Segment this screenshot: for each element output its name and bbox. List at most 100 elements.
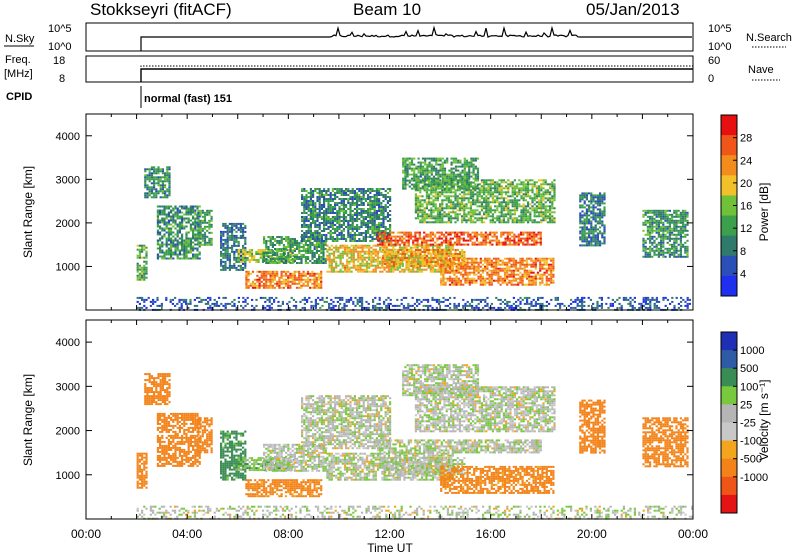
echo-cell [309, 198, 312, 200]
echo-cell [231, 236, 234, 239]
echo-cell [396, 239, 399, 242]
echo-cell [365, 270, 369, 273]
echo-cell [305, 190, 308, 192]
echo-cell [444, 283, 447, 286]
echo-cell [456, 201, 459, 204]
echo-cell [477, 275, 480, 278]
echo-cell [457, 271, 460, 274]
echo-cell [443, 207, 446, 210]
echo-cell [150, 178, 153, 181]
echo-cell [480, 235, 483, 238]
echo-cell [156, 213, 159, 216]
echo-cell [535, 239, 538, 242]
echo-cell [436, 193, 439, 196]
echo-cell [174, 253, 177, 256]
echo-cell [482, 243, 485, 246]
echo-cell [189, 249, 192, 252]
echo-cell [196, 237, 199, 240]
echo-cell [507, 219, 510, 222]
echo-cell [161, 180, 164, 183]
echo-cell [334, 192, 337, 194]
echo-cell [318, 258, 321, 260]
echo-cell [165, 217, 168, 220]
echo-cell [192, 245, 195, 248]
echo-cell [329, 204, 332, 206]
echo-cell [394, 243, 397, 246]
echo-cell [363, 256, 366, 259]
echo-cell [462, 275, 465, 278]
echo-cell [323, 190, 326, 192]
echo-cell [250, 249, 254, 251]
echo-cell [249, 272, 252, 275]
echo-cell [314, 234, 317, 236]
echo-cell [233, 240, 236, 243]
echo-cell [405, 239, 408, 242]
echo-cell [304, 242, 307, 244]
echo-cell [199, 233, 202, 236]
echo-cell [325, 240, 328, 242]
echo-cell [421, 257, 424, 259]
echo-cell [478, 211, 481, 214]
echo-cell [472, 197, 475, 200]
echo-cell [489, 243, 492, 246]
echo-cell [549, 191, 552, 194]
echo-cell [307, 204, 310, 206]
echo-cell [235, 230, 238, 233]
echo-cell [363, 258, 366, 261]
echo-cell [161, 221, 164, 224]
echo-cell [528, 233, 531, 236]
echo-cell [247, 278, 250, 281]
echo-cell [417, 211, 420, 214]
echo-cell [307, 262, 310, 264]
echo-cell [517, 269, 520, 272]
echo-cell [138, 276, 141, 279]
echo-cell [527, 195, 530, 198]
echo-cell [342, 230, 345, 232]
echo-cell [170, 245, 173, 248]
echo-cell [382, 196, 385, 198]
echo-cell [401, 268, 404, 271]
echo-cell [362, 218, 365, 220]
echo-cell [417, 257, 420, 259]
echo-cell [464, 261, 467, 264]
echo-cell [487, 205, 490, 208]
echo-cell [381, 244, 384, 247]
echo-cell [365, 264, 369, 267]
echo-cell [161, 229, 164, 232]
echo-cell [165, 215, 168, 218]
echo-cell [348, 246, 351, 249]
echo-cell [489, 193, 492, 196]
echo-cell [331, 200, 334, 202]
echo-cell [419, 191, 422, 194]
echo-cell [340, 204, 343, 206]
echo-cell [340, 234, 343, 236]
echo-cell [239, 258, 242, 261]
echo-cell [254, 278, 257, 281]
echo-cell [499, 267, 502, 270]
echo-cell [314, 224, 317, 226]
echo-cell [429, 231, 432, 234]
echo-cell [247, 270, 250, 273]
echo-cell [487, 215, 490, 218]
echo-cell [421, 261, 424, 263]
echo-cell [521, 273, 524, 276]
echo-cell [291, 262, 294, 264]
echo-cell [423, 235, 426, 238]
echo-cell [318, 260, 321, 262]
echo-cell [148, 192, 151, 195]
echo-cell [263, 238, 266, 240]
echo-cell [199, 243, 202, 246]
echo-cell [307, 220, 310, 222]
echo-cell [524, 213, 527, 216]
echo-cell [470, 265, 474, 268]
echo-cell [362, 222, 365, 224]
echo-cell [358, 238, 361, 240]
echo-cell [456, 241, 459, 244]
echo-cell [285, 236, 288, 238]
echo-cell [442, 283, 445, 286]
echo-cell [448, 267, 452, 270]
echo-cell [508, 239, 512, 242]
echo-cell [159, 184, 162, 187]
echo-cell [170, 233, 173, 236]
echo-cell [365, 262, 369, 265]
